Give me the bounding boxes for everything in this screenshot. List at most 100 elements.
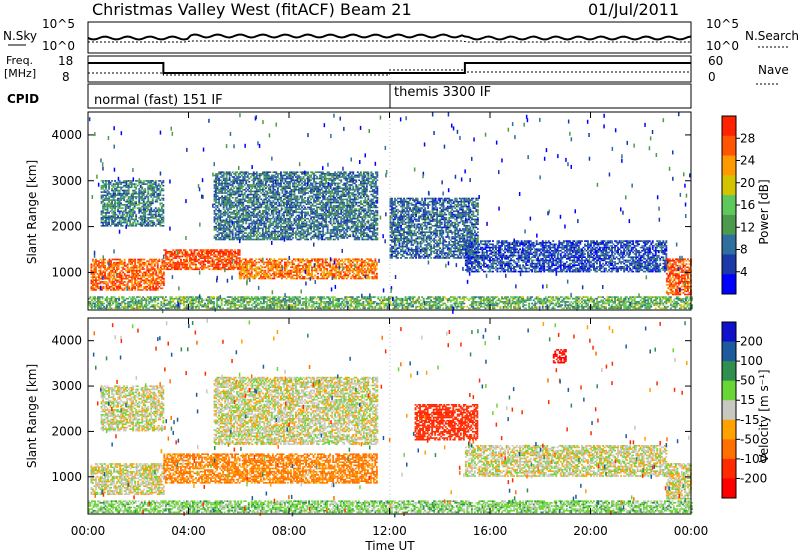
power-cell bbox=[207, 267, 209, 269]
power-cell bbox=[273, 258, 275, 260]
power-cell bbox=[191, 251, 193, 253]
power-cell bbox=[329, 262, 331, 264]
power-cell bbox=[140, 278, 142, 280]
power-cell bbox=[320, 273, 322, 275]
power-cell bbox=[329, 265, 331, 267]
power-cell bbox=[335, 278, 337, 280]
power-cell bbox=[124, 264, 126, 266]
power-cell bbox=[106, 281, 108, 283]
power-cell bbox=[158, 278, 160, 280]
power-cell bbox=[258, 262, 260, 264]
power-cell bbox=[221, 249, 223, 251]
power-cell bbox=[179, 267, 181, 269]
power-cell bbox=[161, 276, 163, 278]
power-cell bbox=[119, 284, 121, 286]
power-cell bbox=[332, 265, 334, 267]
power-cell bbox=[213, 261, 215, 263]
power-cell bbox=[281, 265, 283, 267]
power-cell bbox=[124, 262, 126, 264]
power-cell bbox=[289, 275, 291, 277]
power-cell bbox=[216, 249, 218, 251]
power-cell bbox=[122, 267, 124, 269]
power-cell bbox=[100, 283, 102, 285]
power-cell bbox=[251, 267, 253, 269]
power-cell bbox=[212, 265, 214, 267]
power-cell bbox=[322, 265, 324, 267]
power-cell bbox=[252, 262, 254, 264]
power-cell bbox=[302, 258, 304, 260]
power-cell bbox=[292, 267, 294, 269]
power-cell bbox=[260, 271, 262, 273]
power-cell bbox=[140, 284, 142, 286]
power-cell bbox=[142, 289, 144, 291]
power-cell bbox=[292, 270, 294, 272]
power-cell bbox=[195, 257, 197, 259]
power-cell bbox=[146, 283, 148, 285]
power-cell bbox=[270, 258, 272, 260]
power-cell bbox=[166, 267, 168, 269]
power-cell bbox=[137, 276, 139, 278]
power-cell bbox=[148, 260, 150, 262]
power-cell bbox=[98, 276, 100, 278]
power-cell bbox=[128, 288, 130, 290]
power-cell bbox=[287, 260, 289, 262]
power-cell bbox=[140, 286, 142, 288]
power-cell bbox=[95, 262, 97, 264]
power-cell bbox=[158, 259, 160, 261]
power-cell bbox=[335, 273, 337, 275]
power-cell bbox=[292, 276, 294, 278]
power-cell bbox=[215, 254, 217, 256]
power-cell bbox=[207, 259, 209, 261]
power-cell bbox=[166, 264, 168, 266]
power-cell bbox=[157, 267, 159, 269]
power-cell bbox=[146, 278, 148, 280]
power-cell bbox=[127, 284, 129, 286]
power-cell bbox=[136, 280, 138, 282]
power-cell bbox=[182, 251, 184, 253]
power-cell bbox=[198, 269, 200, 271]
power-cell bbox=[293, 263, 295, 265]
power-cell bbox=[151, 264, 153, 266]
power-cell bbox=[160, 272, 162, 274]
power-cell bbox=[289, 263, 291, 265]
power-cell bbox=[266, 273, 268, 275]
power-cell bbox=[280, 268, 282, 270]
power-cell bbox=[94, 275, 96, 277]
power-cell bbox=[272, 270, 274, 272]
power-cell bbox=[270, 262, 272, 264]
power-cell bbox=[331, 270, 333, 272]
power-cell bbox=[152, 275, 154, 277]
power-cell bbox=[155, 272, 157, 274]
power-cell bbox=[155, 273, 157, 275]
power-cell bbox=[175, 257, 177, 259]
power-cell bbox=[267, 267, 269, 269]
power-cell bbox=[128, 275, 130, 277]
cpid-mode-normal: normal (fast) 151 IF bbox=[94, 93, 223, 108]
power-cell bbox=[276, 268, 278, 270]
power-cell bbox=[92, 278, 94, 280]
power-cell bbox=[213, 262, 215, 264]
power-cell bbox=[124, 260, 126, 262]
power-cell bbox=[267, 265, 269, 267]
power-cell bbox=[335, 270, 337, 272]
power-cell bbox=[325, 275, 327, 277]
nsky-trace bbox=[88, 35, 691, 40]
power-cell bbox=[322, 263, 324, 265]
power-cell bbox=[91, 264, 93, 266]
power-cell bbox=[270, 275, 272, 277]
power-cell bbox=[171, 259, 173, 261]
power-cell bbox=[296, 273, 298, 275]
power-cell bbox=[98, 264, 100, 266]
power-cell bbox=[134, 278, 136, 280]
power-cell bbox=[334, 275, 336, 277]
power-cell bbox=[95, 289, 97, 291]
power-cell bbox=[302, 267, 304, 269]
power-cell bbox=[209, 262, 211, 264]
power-cell bbox=[248, 271, 250, 273]
power-cell bbox=[219, 254, 221, 256]
power-cell bbox=[145, 264, 147, 266]
power-cell bbox=[314, 275, 316, 277]
power-cell bbox=[239, 254, 241, 256]
power-cell bbox=[155, 270, 157, 272]
power-cell bbox=[110, 260, 112, 262]
